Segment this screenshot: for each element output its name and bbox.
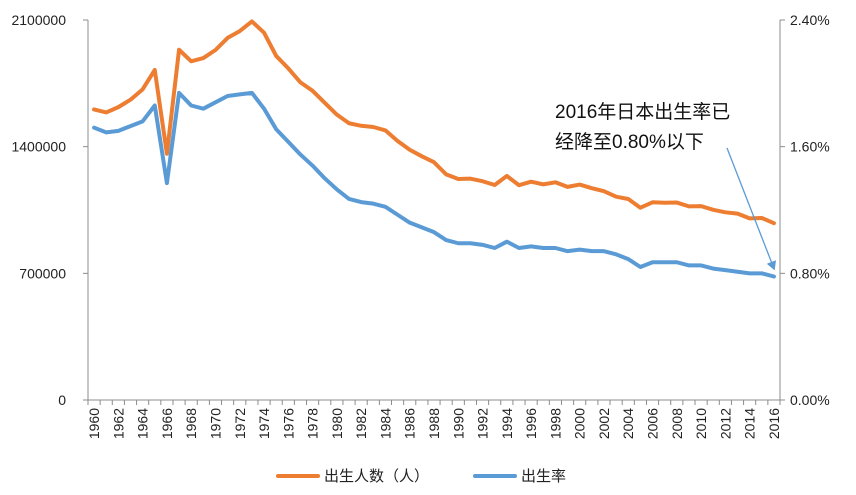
x-tick-label: 2014: [742, 408, 758, 439]
x-tick-label: 1968: [183, 408, 199, 439]
x-tick-label: 1962: [110, 408, 126, 439]
annotation-line-1: 2016年日本出生率已: [555, 101, 730, 123]
x-tick-label: 1996: [523, 408, 539, 439]
left-tick-label: 1400000: [11, 139, 66, 155]
right-tick-label: 2.40%: [790, 12, 830, 28]
x-tick-label: 2016: [766, 408, 782, 439]
x-tick-label: 1972: [232, 408, 248, 439]
series-group: [92, 19, 776, 279]
x-tick-label: 2000: [572, 408, 588, 439]
left-tick-label: 0: [58, 392, 66, 408]
axes-group: 0 700000 1400000 2100000 0.00% 0.80% 1.60% 2.40…: [11, 12, 829, 439]
x-tick-label: 1998: [547, 408, 563, 439]
x-tick-label: 1990: [450, 408, 466, 439]
x-tick-label: 1966: [159, 408, 175, 439]
x-tick-label: 2002: [596, 408, 612, 439]
births-points: [94, 21, 774, 224]
x-tick-label: 2006: [645, 408, 661, 439]
right-tick-label: 1.60%: [790, 139, 830, 155]
left-tick-label: 700000: [19, 265, 66, 281]
legend-label-births: 出生人数（人）: [324, 468, 429, 485]
annotation-line-2: 经降至0.80%以下: [555, 131, 704, 153]
x-tick-label: 1976: [280, 408, 296, 439]
x-tick-label: 1964: [135, 408, 151, 439]
x-tick-label: 2008: [669, 408, 685, 439]
legend: 出生人数（人） 出生率: [276, 468, 566, 485]
x-tick-label: 1974: [256, 408, 272, 439]
x-tick-label: 1970: [207, 408, 223, 439]
annotation-arrow: [726, 147, 777, 271]
left-tick-label: 2100000: [11, 12, 66, 28]
x-tick-label: 1994: [499, 408, 515, 439]
x-tick-label: 2010: [693, 408, 709, 439]
right-tick-label: 0.00%: [790, 392, 830, 408]
x-tick-label: 1988: [426, 408, 442, 439]
right-tick-label: 0.80%: [790, 265, 830, 281]
x-tick-label: 1984: [377, 408, 393, 439]
x-tick-label: 1992: [475, 408, 491, 439]
x-tick-label: 1986: [402, 408, 418, 439]
x-tick-label: 1980: [329, 408, 345, 439]
x-tick-label: 2012: [717, 408, 733, 439]
x-tick-label: 1978: [305, 408, 321, 439]
x-tick-label: 1982: [353, 408, 369, 439]
birth-rate-points: [94, 92, 774, 277]
x-tick-label: 1960: [86, 408, 102, 439]
x-tick-label: 2004: [620, 408, 636, 439]
legend-label-birth-rate: 出生率: [521, 468, 566, 485]
